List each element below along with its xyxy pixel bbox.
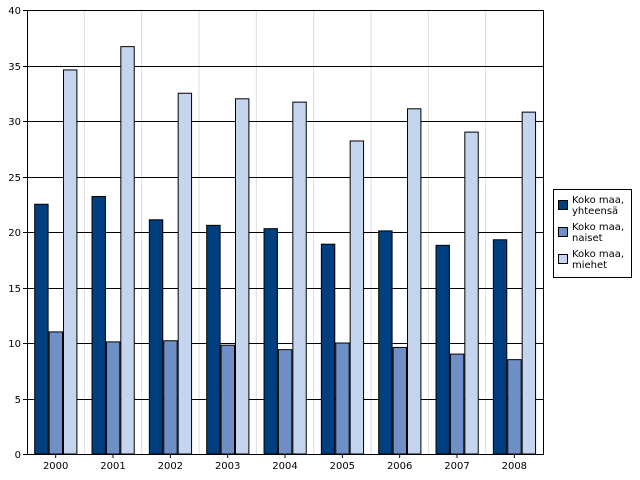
- bar: [34, 203, 49, 455]
- x-tick-label: 2001: [100, 461, 125, 472]
- y-tick-label: 35: [8, 62, 21, 73]
- legend-swatch: [558, 200, 568, 210]
- grid-lines: [27, 10, 543, 454]
- x-axis: 2000 2001 2002 2003 2004 2005 2006 2007 2008: [43, 454, 527, 472]
- bar: [378, 230, 393, 455]
- bar: [220, 344, 236, 455]
- y-tick-label: 15: [8, 284, 21, 295]
- bar: [435, 244, 450, 455]
- y-tick-label: 20: [8, 228, 21, 239]
- x-tick-label: 2002: [158, 461, 183, 472]
- y-tick-label: 25: [8, 173, 21, 184]
- y-axis: 0 5 10 15 20 25 30 35 40: [8, 6, 27, 461]
- x-tick-label: 2006: [387, 461, 412, 472]
- bar: [464, 131, 479, 455]
- legend-label: Koko maa, naiset: [572, 222, 624, 244]
- x-tick-label: 2003: [215, 461, 240, 472]
- bar: [91, 195, 106, 455]
- legend-label: Koko maa, miehet: [572, 249, 624, 271]
- y-tick-label: 10: [8, 339, 21, 350]
- bar: [292, 101, 307, 455]
- bar: [48, 331, 63, 455]
- y-tick-label: 5: [15, 395, 21, 406]
- y-tick-label: 40: [8, 6, 21, 17]
- x-tick-label: 2008: [502, 461, 527, 472]
- legend-swatch: [558, 227, 568, 237]
- bar: [507, 359, 522, 455]
- x-tick-label: 2000: [43, 461, 68, 472]
- bar: [105, 341, 121, 455]
- bar: [277, 349, 293, 455]
- bar: [407, 108, 422, 455]
- bar: [521, 111, 537, 455]
- x-tick-label: 2005: [330, 461, 355, 472]
- bar: [177, 92, 193, 455]
- bar: [492, 239, 508, 455]
- y-tick-label: 30: [8, 117, 21, 128]
- bar: [449, 353, 465, 455]
- x-tick-label: 2007: [444, 461, 469, 472]
- bars: [34, 46, 537, 455]
- bar: [63, 69, 78, 455]
- legend: Koko maa, yhteensä Koko maa, naiset Koko maa…: [553, 189, 632, 278]
- bar: [320, 243, 336, 455]
- bar: [335, 342, 350, 455]
- bar: [392, 346, 408, 455]
- bar: [235, 98, 250, 455]
- x-tick-label: 2004: [272, 461, 297, 472]
- legend-swatch: [558, 254, 568, 264]
- y-tick-label: 0: [15, 450, 21, 461]
- bar: [120, 46, 135, 455]
- bar: [148, 219, 164, 455]
- bar: [349, 140, 365, 455]
- legend-label: Koko maa, yhteensä: [572, 195, 624, 217]
- bar: [163, 340, 178, 455]
- bar: [206, 224, 221, 455]
- bar: [263, 228, 278, 455]
